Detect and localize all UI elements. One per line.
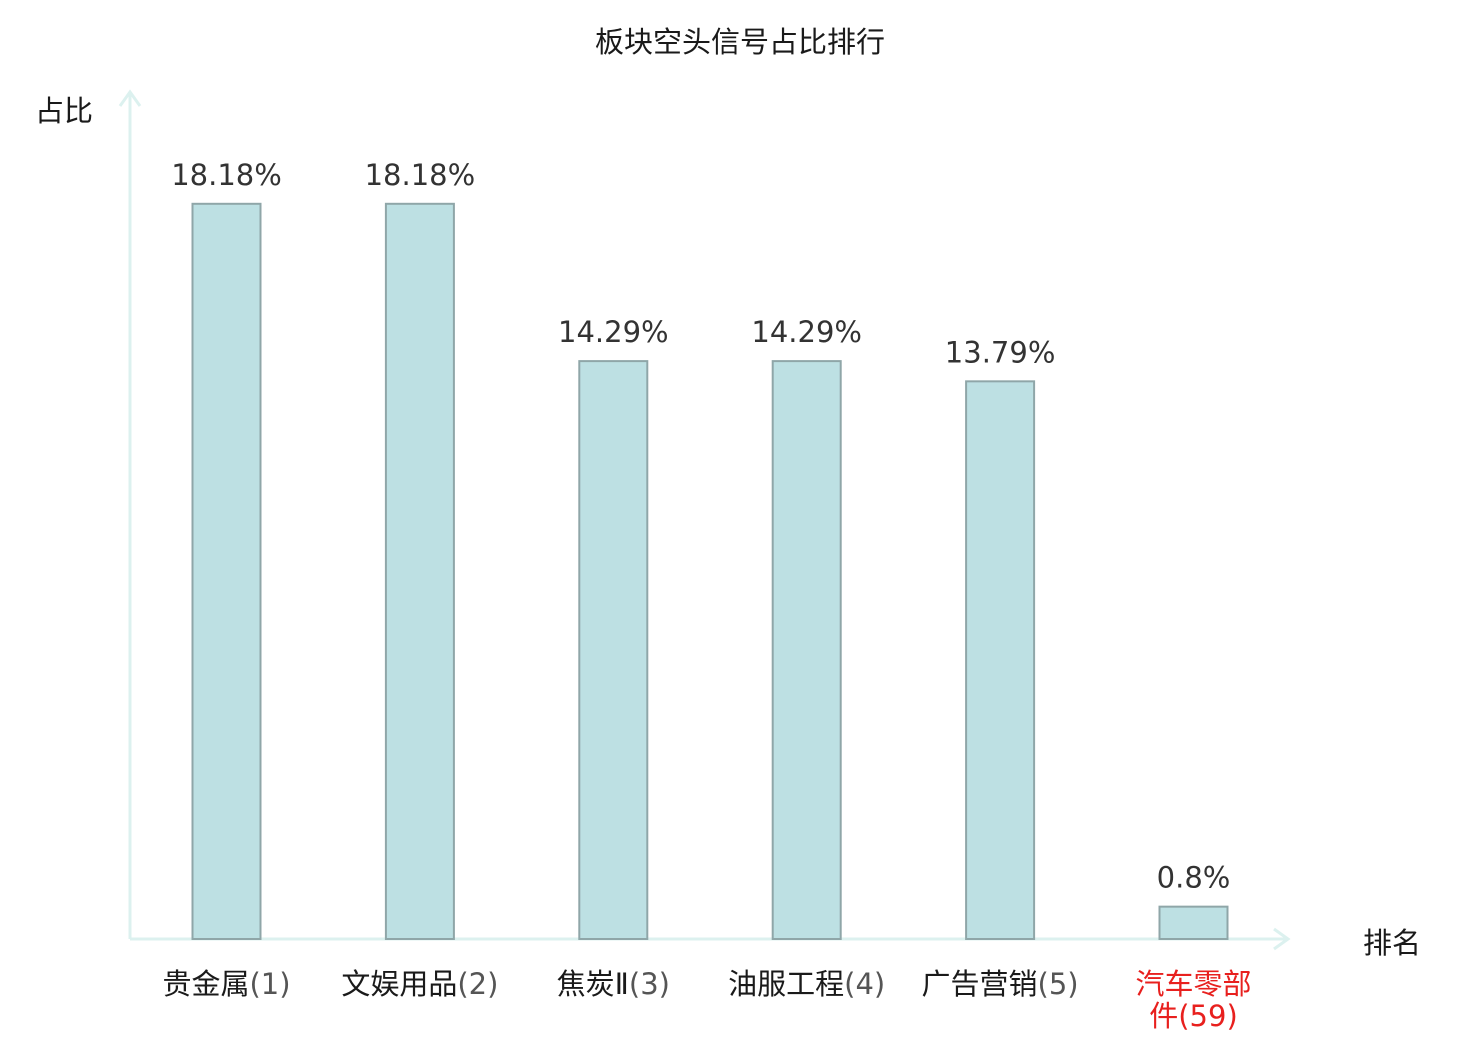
category-label: 汽车零部件(59) <box>1135 967 1251 1033</box>
bar <box>384 202 455 941</box>
category-label: 焦炭Ⅱ(3) <box>557 967 670 1001</box>
bar-value-label: 14.29% <box>751 315 862 349</box>
category-label: 油服工程(4) <box>728 967 885 1001</box>
bar <box>1158 905 1229 941</box>
bar <box>578 360 649 940</box>
y-axis-label: 占比 <box>35 94 93 128</box>
category-label: 广告营销(5) <box>922 967 1079 1001</box>
chart-title: 板块空头信号占比排行 <box>595 25 885 59</box>
category-labels: 贵金属(1) 文娱用品(2) 焦炭Ⅱ(3) 油服工程(4) 广告营销(5) 汽车零部件(5… <box>162 967 1251 1033</box>
x-axis-label: 排名 <box>1363 926 1421 960</box>
category-label: 贵金属(1) <box>162 967 290 1001</box>
x-axis-arrow <box>1273 927 1291 951</box>
value-labels: 18.18% 18.18% 14.29% 14.29% 13.79% 0.8% <box>171 158 1230 895</box>
bar-value-label: 13.79% <box>945 335 1056 369</box>
bars <box>191 202 1229 941</box>
bar <box>191 202 262 941</box>
category-label: 文娱用品(2) <box>341 967 498 1001</box>
bar <box>965 380 1036 940</box>
bar-value-label: 18.18% <box>171 158 282 192</box>
bar-value-label: 18.18% <box>365 158 476 192</box>
bar-value-label: 0.8% <box>1157 861 1231 895</box>
bar-value-label: 14.29% <box>558 315 669 349</box>
bar <box>771 360 842 940</box>
axes <box>118 89 1291 951</box>
y-axis-arrow <box>118 89 142 107</box>
